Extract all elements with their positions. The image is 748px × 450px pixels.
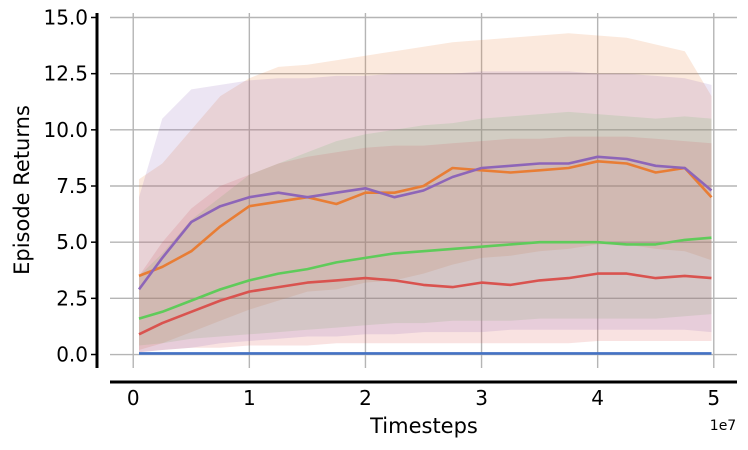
y-tick-label: 15.0 <box>43 5 88 29</box>
x-tick-label: 2 <box>359 386 372 410</box>
x-tick-label: 4 <box>591 386 604 410</box>
grid <box>110 13 737 368</box>
x-tick-label: 1 <box>243 386 256 410</box>
y-tick-label: 10.0 <box>43 118 88 142</box>
ticks: 0 1 2 3 4 5 0.0 2.5 5.0 7.5 10.0 12.5 15.0 <box>43 5 720 410</box>
y-tick-label: 12.5 <box>43 62 88 86</box>
x-axis-offset-label: 1e7 <box>710 418 736 434</box>
series-band <box>139 136 712 353</box>
y-axis-title: Episode Returns <box>10 105 34 275</box>
series-line <box>137 155 713 291</box>
y-tick-label: 5.0 <box>56 230 88 254</box>
series-line <box>138 236 712 320</box>
x-tick-label: 0 <box>127 386 140 410</box>
series-band <box>139 33 712 350</box>
x-axis-title: Timesteps <box>369 414 478 438</box>
series-band <box>139 71 712 353</box>
series-lines <box>137 155 713 355</box>
y-tick-label: 2.5 <box>56 286 88 310</box>
series-line <box>138 160 713 278</box>
y-tick-label: 7.5 <box>56 174 88 198</box>
confidence-bands <box>139 33 712 355</box>
x-tick-label: 3 <box>475 386 488 410</box>
x-tick-label: 5 <box>707 386 720 410</box>
series-line <box>138 272 712 336</box>
y-tick-label: 0.0 <box>56 343 88 367</box>
